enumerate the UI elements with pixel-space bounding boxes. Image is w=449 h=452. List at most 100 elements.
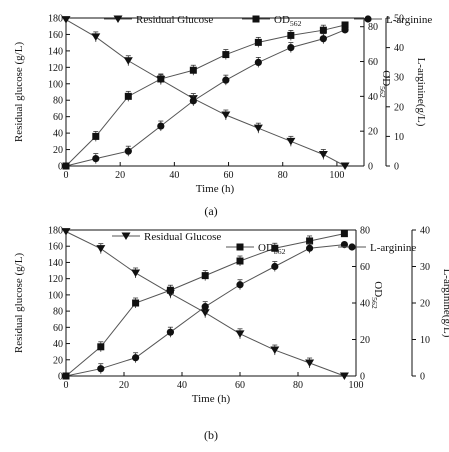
legend-label: L-arginine bbox=[370, 242, 416, 254]
y-tick-label: 60 bbox=[53, 323, 63, 334]
data-point bbox=[341, 21, 349, 29]
y2-tick-label: 40 bbox=[360, 299, 370, 310]
data-point bbox=[189, 66, 197, 74]
data-point bbox=[189, 97, 197, 105]
y-tick-label: 20 bbox=[53, 145, 63, 156]
y3-tick-label: 40 bbox=[420, 226, 430, 237]
x-tick-label: 80 bbox=[293, 380, 303, 391]
x-tick-label: 60 bbox=[235, 380, 245, 391]
y-tick-label: 160 bbox=[48, 242, 63, 253]
legend-label: OD562 bbox=[258, 242, 286, 256]
data-point bbox=[339, 372, 349, 380]
y-tick-label: 140 bbox=[48, 46, 63, 57]
x-tick-label: 0 bbox=[64, 380, 69, 391]
data-point bbox=[221, 111, 231, 120]
data-point bbox=[286, 137, 296, 146]
y-axis-label: Residual glucose (g/L) bbox=[13, 42, 25, 143]
data-point bbox=[123, 57, 133, 65]
data-point bbox=[92, 132, 100, 140]
panel-label-b: (b) bbox=[204, 428, 218, 442]
y-tick-label: 40 bbox=[53, 339, 63, 350]
legend-marker bbox=[236, 243, 244, 251]
data-point bbox=[62, 162, 70, 170]
data-point bbox=[157, 75, 165, 83]
data-point bbox=[96, 245, 106, 253]
y3-axis-label: L-arginine(g/L) bbox=[415, 58, 427, 127]
y2-axis-label: OD562 bbox=[378, 70, 392, 98]
y2-tick-label: 60 bbox=[360, 262, 370, 273]
legend-marker bbox=[252, 15, 260, 23]
series-line bbox=[65, 19, 346, 167]
legend: Residual Glucose OD562 L-arginine bbox=[104, 14, 432, 28]
x-tick-label: 40 bbox=[169, 170, 179, 181]
y-tick-label: 20 bbox=[53, 355, 63, 366]
data-point bbox=[97, 343, 105, 351]
y3-tick-label: 20 bbox=[394, 102, 404, 113]
y-tick-label: 0 bbox=[58, 372, 63, 383]
data-point bbox=[271, 262, 279, 271]
y3-tick-label: 40 bbox=[394, 43, 404, 54]
data-point bbox=[124, 147, 132, 155]
legend-marker bbox=[113, 15, 123, 23]
data-point bbox=[340, 241, 348, 249]
y-tick-label: 140 bbox=[48, 258, 63, 269]
x-axis-label: Time (h) bbox=[192, 393, 231, 405]
y-tick-label: 180 bbox=[48, 14, 63, 25]
data-point bbox=[319, 26, 327, 34]
x-tick-label: 60 bbox=[224, 170, 234, 181]
y3-tick-label: 30 bbox=[420, 262, 430, 273]
y2-tick-label: 80 bbox=[368, 22, 378, 33]
y-tick-label: 160 bbox=[48, 30, 63, 41]
x-tick-label: 40 bbox=[177, 380, 187, 391]
data-point bbox=[166, 328, 174, 336]
y-tick-label: 60 bbox=[53, 112, 63, 123]
y3-tick-label: 20 bbox=[420, 299, 430, 310]
y-tick-label: 100 bbox=[48, 79, 63, 90]
y2-tick-label: 20 bbox=[368, 127, 378, 138]
data-point bbox=[132, 354, 140, 362]
y2-tick-label: 0 bbox=[368, 162, 373, 173]
legend-marker bbox=[364, 15, 372, 23]
data-point bbox=[61, 16, 71, 24]
data-point bbox=[340, 162, 350, 170]
y3-tick-label: 30 bbox=[394, 73, 404, 84]
series-line bbox=[65, 24, 346, 167]
legend-label: OD562 bbox=[274, 14, 302, 28]
data-point bbox=[222, 51, 230, 59]
data-point bbox=[254, 38, 262, 46]
data-point bbox=[306, 244, 314, 252]
data-point bbox=[270, 346, 280, 355]
y2-tick-label: 20 bbox=[360, 335, 370, 346]
data-point bbox=[236, 257, 244, 265]
data-point bbox=[253, 124, 263, 133]
data-point bbox=[236, 281, 244, 289]
data-point bbox=[92, 155, 100, 163]
x-tick-label: 20 bbox=[119, 380, 129, 391]
data-point bbox=[166, 286, 174, 294]
x-tick-label: 100 bbox=[349, 380, 364, 391]
data-point bbox=[305, 359, 315, 368]
data-point bbox=[318, 150, 328, 159]
x-tick-label: 0 bbox=[64, 170, 69, 181]
x-tick-label: 100 bbox=[329, 170, 344, 181]
x-tick-label: 20 bbox=[115, 170, 125, 181]
data-point bbox=[271, 244, 279, 252]
y2-tick-label: 0 bbox=[360, 372, 365, 383]
y2-axis-label: OD562 bbox=[370, 281, 384, 309]
data-point bbox=[341, 26, 349, 34]
y-tick-label: 80 bbox=[53, 96, 63, 107]
data-point bbox=[201, 272, 209, 280]
data-point bbox=[62, 372, 70, 380]
legend-marker bbox=[348, 243, 356, 251]
y2-tick-label: 80 bbox=[360, 226, 370, 237]
data-point bbox=[306, 237, 314, 245]
data-point bbox=[200, 309, 210, 317]
legend-label: Residual Glucose bbox=[136, 14, 213, 26]
data-point bbox=[61, 228, 71, 236]
legend: Residual Glucose OD562 L-arginine bbox=[112, 231, 416, 256]
data-point bbox=[91, 33, 101, 41]
y3-tick-label: 0 bbox=[420, 372, 425, 383]
y-tick-label: 40 bbox=[53, 129, 63, 140]
data-point bbox=[157, 122, 165, 130]
